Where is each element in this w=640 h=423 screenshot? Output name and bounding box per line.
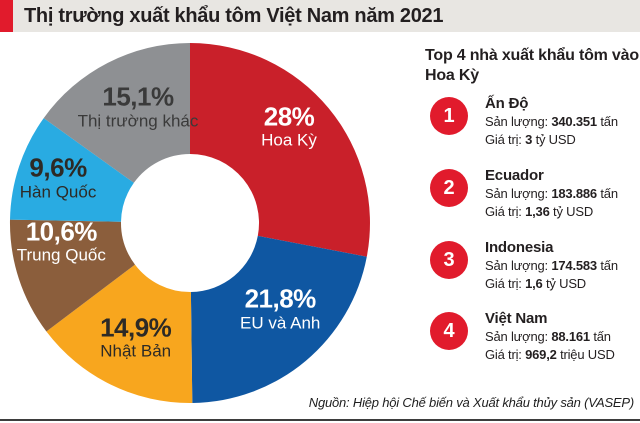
bottom-rule bbox=[0, 419, 640, 421]
donut-chart-svg bbox=[9, 43, 370, 404]
top4-exporters-panel: Top 4 nhà xuất khẩu tôm vào Hoa Kỳ 1 Ấn … bbox=[425, 46, 640, 362]
production-line: Sản lượng: 340.351 tấn bbox=[485, 113, 640, 131]
production-unit: tấn bbox=[600, 186, 618, 201]
exporter-text: Ấn Độ Sản lượng: 340.351 tấn Giá trị: 3 … bbox=[485, 95, 640, 149]
worth-value: 3 bbox=[525, 132, 533, 147]
donut-slice-3 bbox=[46, 264, 193, 404]
production-value: 174.583 bbox=[551, 258, 597, 273]
production-line: Sản lượng: 174.583 tấn bbox=[485, 257, 640, 275]
worth-line: Giá trị: 969,2 triệu USD bbox=[485, 346, 640, 364]
exporter-name: Việt Nam bbox=[485, 310, 548, 327]
donut-slice-2 bbox=[190, 235, 367, 403]
worth-line: Giá trị: 1,36 tỷ USD bbox=[485, 203, 640, 221]
rank-badge-2: 2 bbox=[430, 169, 468, 207]
production-line: Sản lượng: 183.886 tấn bbox=[485, 185, 640, 203]
header-band: Thị trường xuất khẩu tôm Việt Nam năm 20… bbox=[0, 0, 640, 32]
rank-badge-1: 1 bbox=[430, 97, 468, 135]
rank-badge-4: 4 bbox=[430, 312, 468, 350]
exporter-text: Indonesia Sản lượng: 174.583 tấn Giá trị… bbox=[485, 239, 640, 293]
production-unit: tấn bbox=[600, 114, 618, 129]
worth-label: Giá trị: bbox=[485, 347, 522, 362]
panel-title: Top 4 nhà xuất khẩu tôm vào Hoa Kỳ bbox=[425, 47, 639, 84]
rank-badge-3: 3 bbox=[430, 241, 468, 279]
exporter-name: Ấn Độ bbox=[485, 95, 529, 112]
donut-slice-6 bbox=[43, 43, 191, 183]
production-label: Sản lượng: bbox=[485, 329, 548, 344]
production-label: Sản lượng: bbox=[485, 258, 548, 273]
red-accent-bar bbox=[0, 0, 13, 32]
production-label: Sản lượng: bbox=[485, 114, 548, 129]
production-value: 88.161 bbox=[551, 329, 590, 344]
donut-slice-4 bbox=[9, 219, 135, 332]
exporter-name: Indonesia bbox=[485, 239, 554, 256]
production-unit: tấn bbox=[600, 258, 618, 273]
worth-value: 1,6 bbox=[525, 276, 543, 291]
production-unit: tấn bbox=[593, 329, 611, 344]
source-note: Nguồn: Hiệp hội Chế biến và Xuất khẩu th… bbox=[308, 395, 634, 410]
exporter-name: Ecuador bbox=[485, 167, 544, 184]
worth-line: Giá trị: 1,6 tỷ USD bbox=[485, 275, 640, 293]
exporter-text: Việt Nam Sản lượng: 88.161 tấn Giá trị: … bbox=[485, 310, 640, 364]
worth-label: Giá trị: bbox=[485, 276, 522, 291]
production-label: Sản lượng: bbox=[485, 186, 548, 201]
worth-value: 969,2 bbox=[525, 347, 557, 362]
production-value: 183.886 bbox=[551, 186, 597, 201]
worth-label: Giá trị: bbox=[485, 204, 522, 219]
worth-line: Giá trị: 3 tỷ USD bbox=[485, 131, 640, 149]
worth-unit: tỷ USD bbox=[553, 204, 594, 219]
donut-slice-1 bbox=[190, 43, 370, 257]
worth-unit: tỷ USD bbox=[546, 276, 586, 291]
production-value: 340.351 bbox=[551, 114, 597, 129]
exporter-text: Ecuador Sản lượng: 183.886 tấn Giá trị: … bbox=[485, 167, 640, 221]
donut-slice-5 bbox=[10, 118, 134, 222]
production-line: Sản lượng: 88.161 tấn bbox=[485, 328, 640, 346]
worth-unit: triệu USD bbox=[560, 347, 615, 362]
donut-chart: 28% Hoa Kỳ 21,8% EU và Anh 14,9% Nhật Bản 10,6… bbox=[0, 32, 420, 423]
worth-label: Giá trị: bbox=[485, 132, 522, 147]
worth-unit: tỷ USD bbox=[535, 132, 576, 147]
worth-value: 1,36 bbox=[525, 204, 550, 219]
page-title: Thị trường xuất khẩu tôm Việt Nam năm 20… bbox=[24, 5, 444, 27]
